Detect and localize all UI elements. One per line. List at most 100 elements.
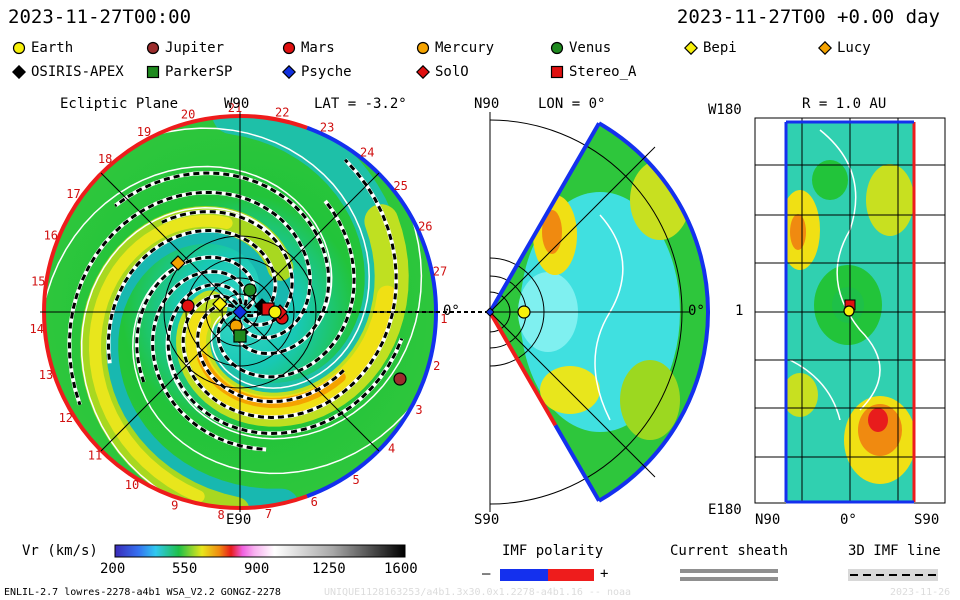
earth-marker-meridional — [517, 305, 531, 319]
meridional-bottom-label: S90 — [474, 512, 500, 528]
imf-minus-label: – — [482, 566, 491, 582]
model-info: ENLIL-2.7 lowres-2278-a4b1 WSA_V2.2 GONG… — [4, 587, 281, 598]
contour-line — [135, 127, 370, 389]
diamond-symbol-icon — [282, 65, 296, 79]
legend-label: Stereo_A — [569, 64, 637, 80]
sector-number: 16 — [44, 229, 58, 243]
legend-label: Bepi — [703, 40, 737, 56]
colorbar-tick-1600: 1600 — [384, 561, 418, 577]
sector-number: 26 — [418, 220, 432, 234]
legend-label: SolO — [435, 64, 469, 80]
imf-line — [196, 303, 345, 404]
sector-number: 22 — [275, 105, 289, 119]
ecliptic-bottom-label: E90 — [226, 512, 252, 528]
legend-label: Mercury — [435, 40, 495, 56]
lucy-marker — [170, 255, 186, 271]
diamond-symbol-icon — [818, 41, 832, 55]
fast-stream-north-peak — [542, 210, 562, 254]
sector-number: 11 — [88, 449, 102, 463]
legend-item-psyche: Psyche — [282, 64, 352, 80]
circle-symbol-icon — [416, 41, 430, 55]
imf-line — [216, 200, 356, 379]
meridional-panel — [485, 112, 711, 512]
sector-number: 18 — [98, 152, 112, 166]
sector-number: 14 — [29, 322, 43, 336]
sector-number: 17 — [66, 187, 80, 201]
legend-item-solo: SolO — [416, 64, 469, 80]
earth-marker-sphere — [843, 305, 855, 317]
circle-symbol-icon — [12, 41, 26, 55]
sphere-fast-stream-4-peak — [868, 408, 888, 432]
date-right: 2023-11-27T00 +0.00 day — [676, 6, 940, 28]
legend-label: Lucy — [837, 40, 871, 56]
meridional-polarity-border — [488, 121, 711, 503]
run-info: UNIQUE1128163253/a4b1.3x30.0x1.2278-a4b1… — [324, 587, 632, 598]
sector-number: 19 — [137, 125, 151, 139]
meridional-diag-up — [489, 146, 656, 313]
bepi-marker — [212, 296, 228, 312]
sector-number: 20 — [181, 108, 195, 122]
sector-number: 15 — [31, 274, 45, 288]
run-date: 2023-11-26 — [890, 587, 951, 598]
sector-number: 2 — [433, 359, 440, 373]
sector-number: 24 — [360, 146, 374, 160]
sector-number: 10 — [125, 478, 139, 492]
medium-stream-north — [630, 160, 690, 240]
meridional-edge-north — [488, 122, 601, 313]
circle-symbol-icon — [282, 41, 296, 55]
sphere-fast-stream-1-peak — [790, 214, 806, 250]
current-sheath-title: Current sheath — [670, 543, 789, 559]
imf-plus-label: + — [600, 566, 609, 582]
earth-marker — [268, 305, 282, 319]
diamond-symbol-icon — [12, 65, 26, 79]
mars-marker — [181, 299, 195, 313]
meridional-edge-south-positive — [488, 311, 558, 427]
sphere-bottom-left-label: E180 — [708, 502, 742, 518]
sector-number: 1 — [440, 312, 447, 326]
imf-line-title: 3D IMF line — [848, 543, 941, 559]
colorbar-tick-200: 200 — [100, 561, 126, 577]
date-left: 2023-11-27T00:00 — [8, 6, 192, 28]
imf-line — [151, 270, 267, 451]
sphere-r-label: R = 1.0 AU — [802, 96, 887, 112]
meridional-right-label: 0° — [688, 303, 705, 319]
sphere-x-label-right: S90 — [914, 512, 940, 528]
imf-line — [181, 158, 398, 420]
vr-colorbar — [114, 544, 406, 558]
legend-item-osiris-apex: OSIRIS-APEX — [12, 64, 124, 80]
sector-number: 7 — [265, 507, 272, 521]
sphere-contour-1 — [819, 129, 881, 411]
venus-marker — [243, 283, 257, 297]
sector-number: 21 — [228, 101, 242, 115]
circle-symbol-icon — [146, 41, 160, 55]
colorbar-title: Vr (km/s) — [22, 543, 98, 559]
legend-item-bepi: Bepi — [684, 40, 737, 56]
psyche-marker — [232, 304, 248, 320]
ecliptic-title: Ecliptic Plane — [60, 96, 179, 112]
sector-number: 5 — [352, 473, 359, 487]
jupiter-marker — [393, 372, 407, 386]
sphere-panel — [754, 117, 946, 504]
legend-label: Mars — [301, 40, 335, 56]
meridional-polarity-arc — [597, 121, 711, 503]
sector-number: 27 — [433, 265, 447, 279]
imf-polarity-title: IMF polarity — [502, 543, 604, 559]
sector-number: 8 — [217, 508, 224, 522]
psyche-marker-meridional — [485, 307, 495, 317]
diamond-symbol-icon — [684, 41, 698, 55]
colorbar-tick-1250: 1250 — [312, 561, 346, 577]
legend-item-stereo-a: Stereo_A — [550, 64, 636, 80]
colorbar-tick-550: 550 — [172, 561, 198, 577]
medium-stream-south — [620, 360, 680, 440]
sphere-left-mid-label: 1 — [735, 303, 744, 319]
legend-item-mercury: Mercury — [416, 40, 494, 56]
legend-item-mars: Mars — [282, 40, 335, 56]
imf-line — [67, 190, 312, 406]
sphere-x-label-mid: 0° — [840, 512, 857, 528]
circle-symbol-icon — [550, 41, 564, 55]
legend-label: Venus — [569, 40, 612, 56]
